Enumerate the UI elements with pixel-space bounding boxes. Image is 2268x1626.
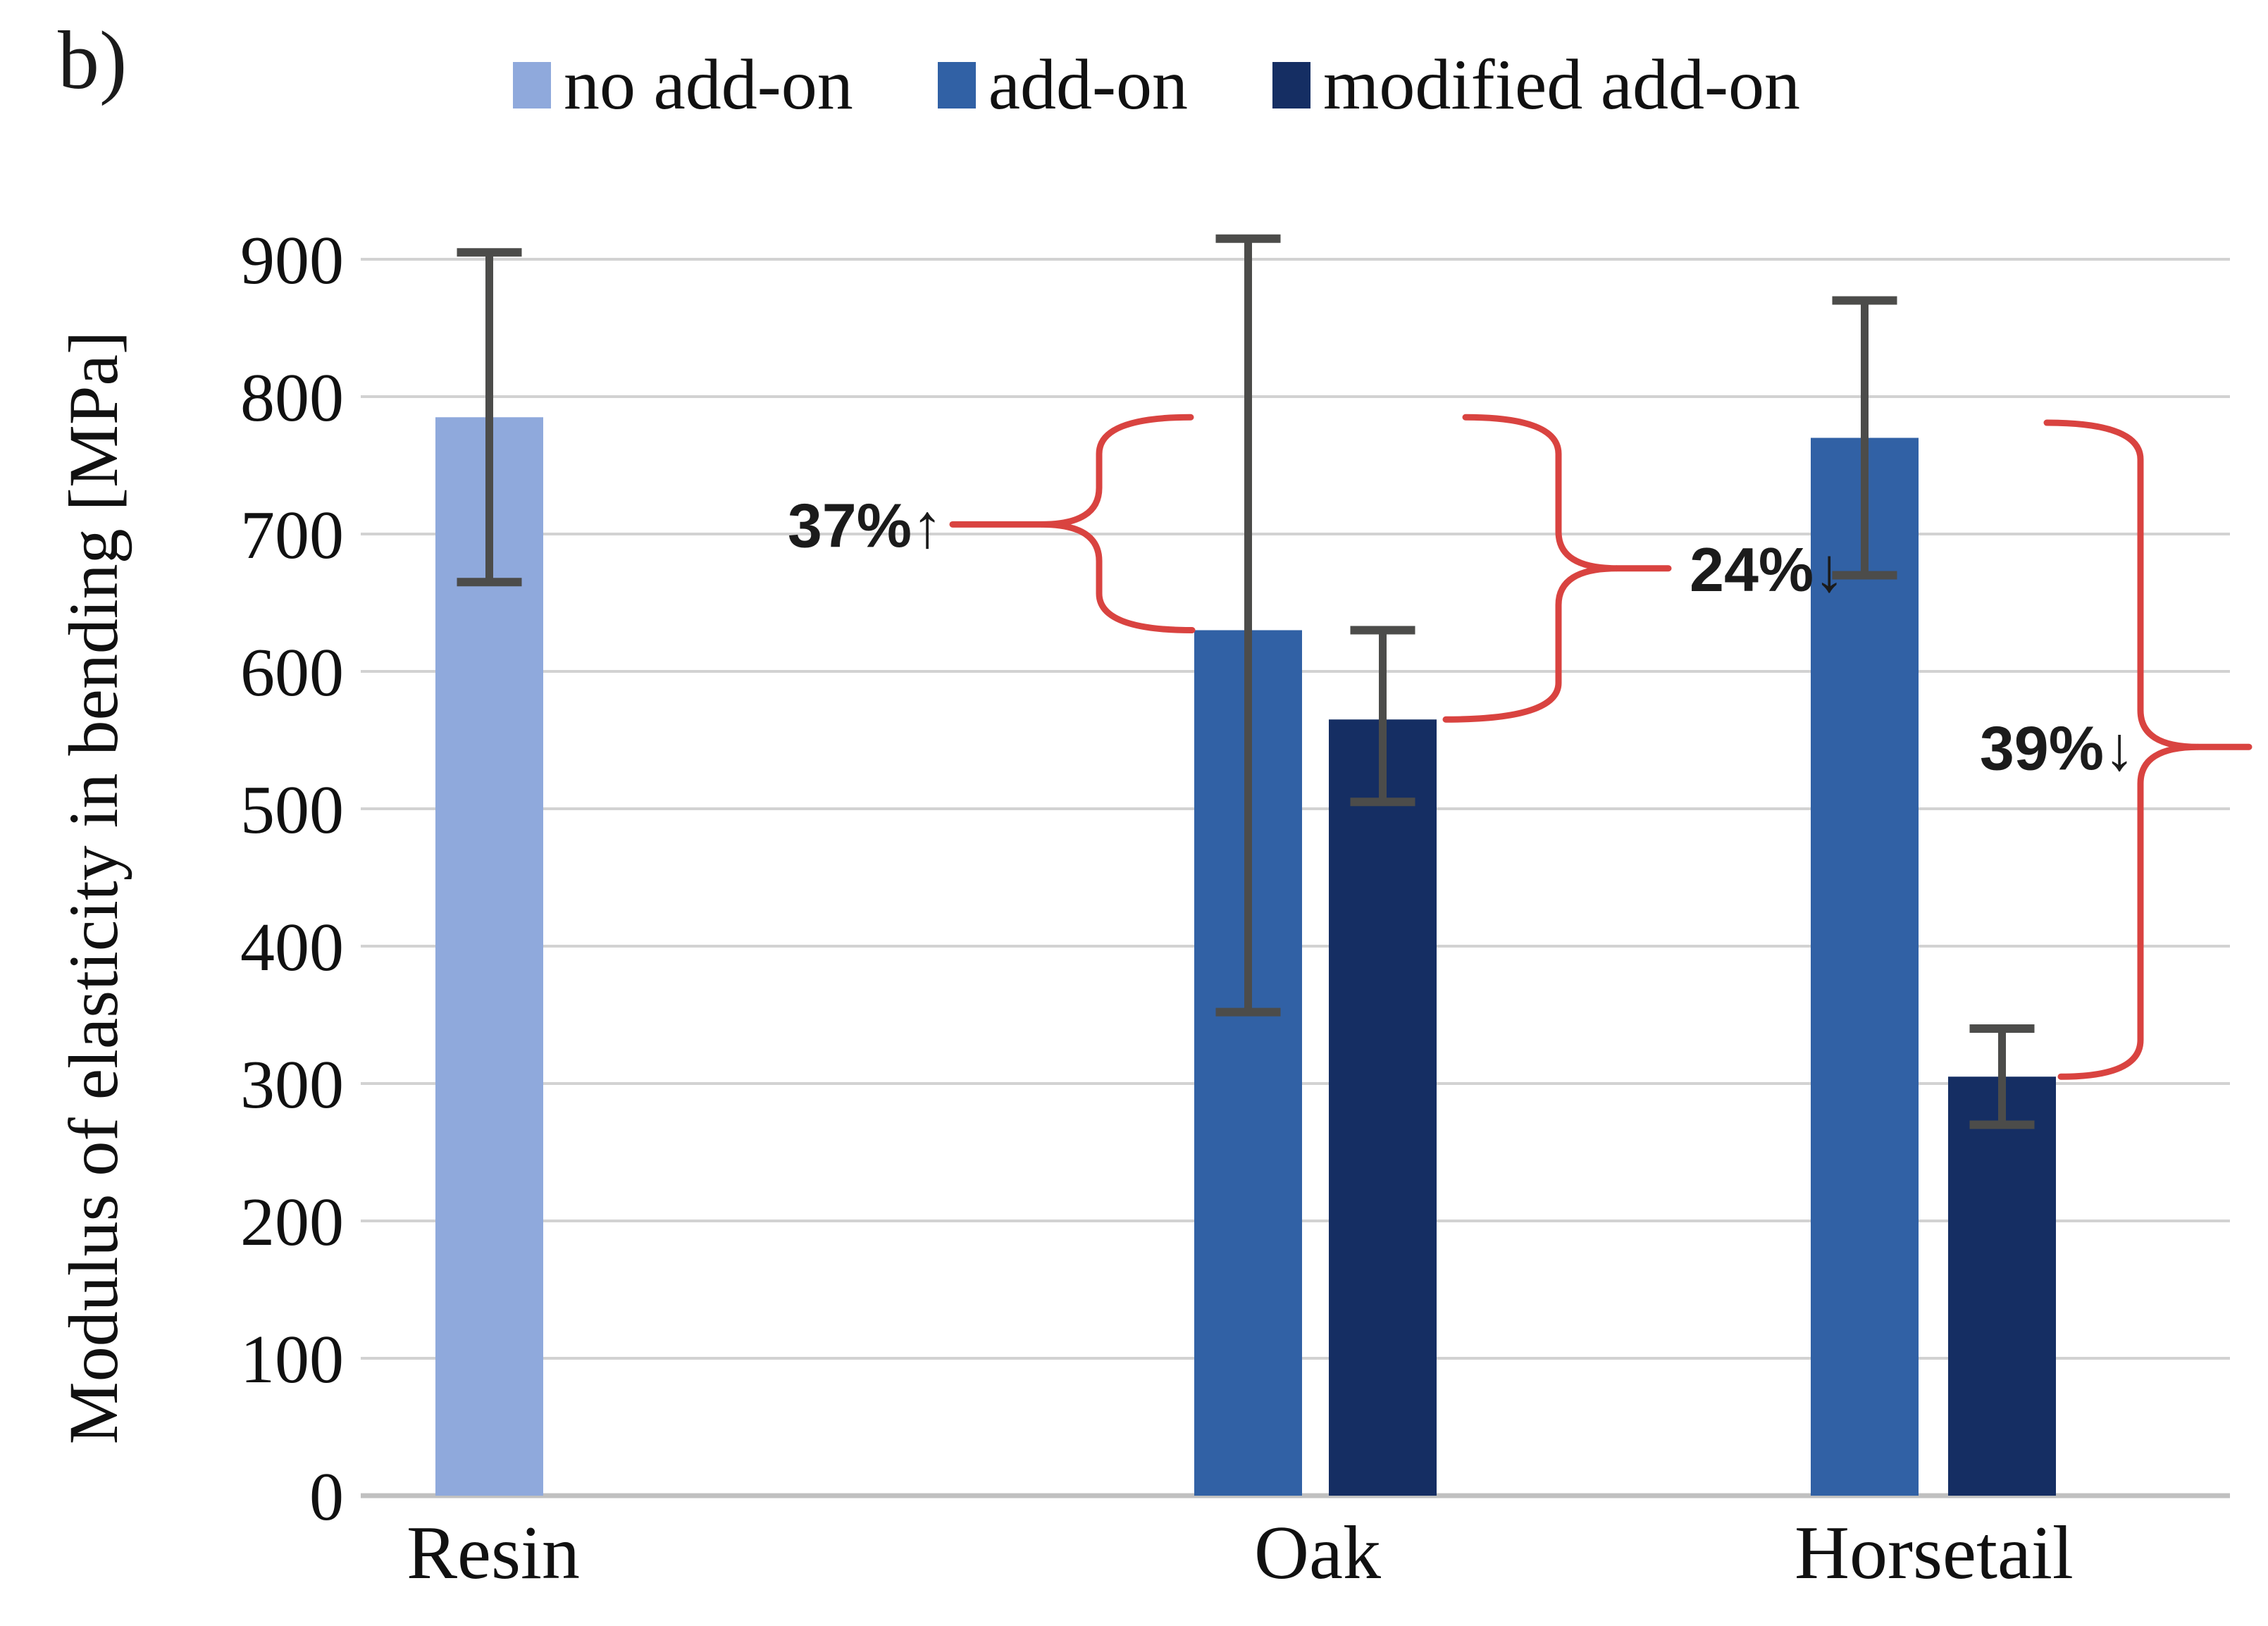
legend-swatch-modified-add-on	[1272, 61, 1310, 108]
y-tick-label: 100	[240, 1322, 344, 1398]
y-tick-label: 900	[240, 223, 344, 299]
annotation-label-37-: 37%↑	[788, 490, 943, 560]
y-tick-label: 600	[240, 635, 344, 711]
legend-label-add-on: add-on	[988, 45, 1188, 125]
legend-swatch-add-on	[937, 61, 976, 108]
brace-24-	[1442, 414, 1618, 723]
y-tick-label: 0	[309, 1459, 344, 1535]
y-tick-label: 500	[240, 772, 344, 848]
legend-swatch-no-add-on	[513, 61, 551, 108]
annotation-label-24-: 24%↓	[1690, 535, 1845, 604]
x-category-label-horsetail: Horsetail	[1795, 1511, 2074, 1595]
y-tick-label: 700	[240, 497, 344, 573]
chart-legend: no add-on add-on modified add-on	[513, 44, 1800, 126]
y-tick-label: 400	[240, 910, 344, 986]
x-category-label-oak: Oak	[1254, 1511, 1381, 1595]
annotation-label-39-: 39%↓	[1980, 713, 2135, 783]
y-tick-label: 300	[240, 1047, 344, 1123]
legend-label-modified-add-on: modified add-on	[1323, 45, 1800, 125]
legend-item-add-on: add-on	[937, 44, 1188, 126]
legend-item-modified-add-on: modified add-on	[1272, 44, 1800, 126]
y-tick-label: 800	[240, 360, 344, 436]
legend-item-no-add-on: no add-on	[513, 44, 853, 126]
y-tick-label: 200	[240, 1184, 344, 1260]
legend-label-no-add-on: no add-on	[564, 45, 853, 125]
bar-horsetail-add-on	[1811, 437, 1919, 1496]
bar-horsetail-modified-add-on	[1948, 1076, 2056, 1496]
bar-resin-no-add-on	[435, 417, 543, 1496]
bar-oak-modified-add-on	[1329, 719, 1437, 1496]
figure-label: b)	[58, 14, 128, 106]
brace-37-	[1041, 414, 1196, 633]
x-category-label-resin: Resin	[407, 1511, 580, 1595]
